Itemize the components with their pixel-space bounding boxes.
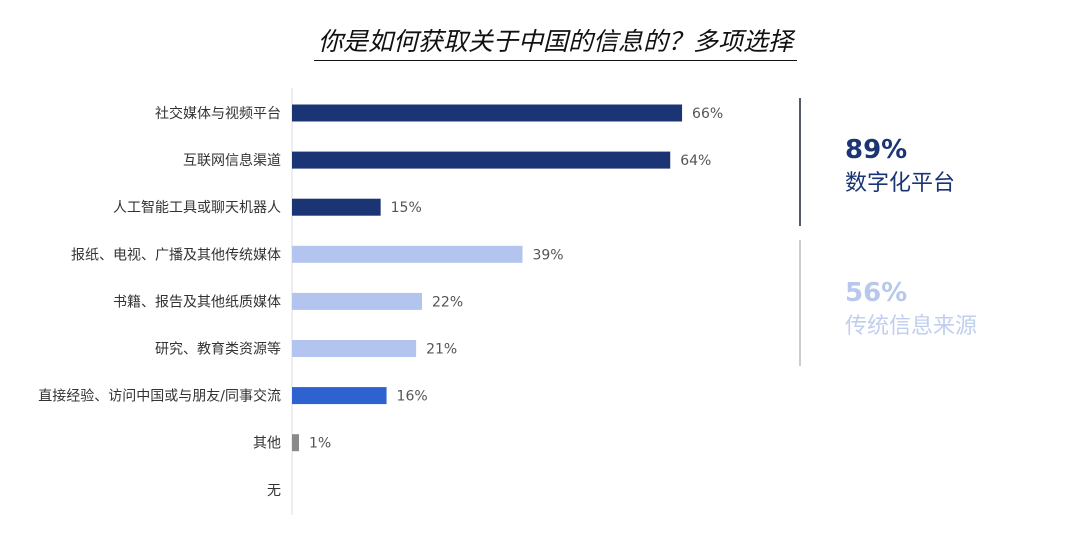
summary-digital-label: 数字化平台	[845, 171, 956, 196]
bar	[292, 104, 683, 122]
category-label: 社交媒体与视频平台	[155, 105, 281, 122]
summary-digital: 89% 数字化平台	[845, 135, 955, 197]
value-label: 22%	[432, 294, 463, 310]
category-label: 书籍、报告及其他纸质媒体	[113, 293, 281, 310]
value-label: 39%	[532, 247, 563, 263]
chart-title: 你是如何获取关于中国的信息的？多项选择	[314, 22, 798, 61]
bar	[292, 434, 299, 452]
summary-traditional-label: 传统信息来源	[845, 314, 978, 339]
value-label: 15%	[391, 200, 422, 216]
bar	[292, 292, 423, 310]
category-label: 其他	[253, 436, 281, 452]
category-label: 直接经验、访问中国或与朋友/同事交流	[38, 388, 281, 405]
summary-digital-value: 89%	[845, 135, 908, 165]
value-label: 16%	[397, 389, 428, 405]
category-label: 无	[267, 483, 281, 499]
category-label: 人工智能工具或聊天机器人	[113, 200, 281, 216]
value-label: 21%	[426, 342, 457, 358]
value-label: 64%	[680, 153, 711, 169]
category-label: 研究、教育类资源等	[155, 341, 281, 358]
bar	[292, 387, 387, 405]
value-label: 66%	[692, 106, 723, 122]
value-label: 1%	[309, 436, 331, 452]
bar	[292, 340, 417, 357]
bar	[292, 245, 523, 263]
bar	[292, 198, 381, 216]
summary-traditional: 56% 传统信息来源	[845, 278, 977, 340]
category-label: 互联网信息渠道	[183, 152, 281, 169]
bar	[292, 151, 671, 169]
category-label: 报纸、电视、广播及其他传统媒体	[71, 247, 281, 263]
summary-traditional-value: 56%	[845, 278, 908, 308]
